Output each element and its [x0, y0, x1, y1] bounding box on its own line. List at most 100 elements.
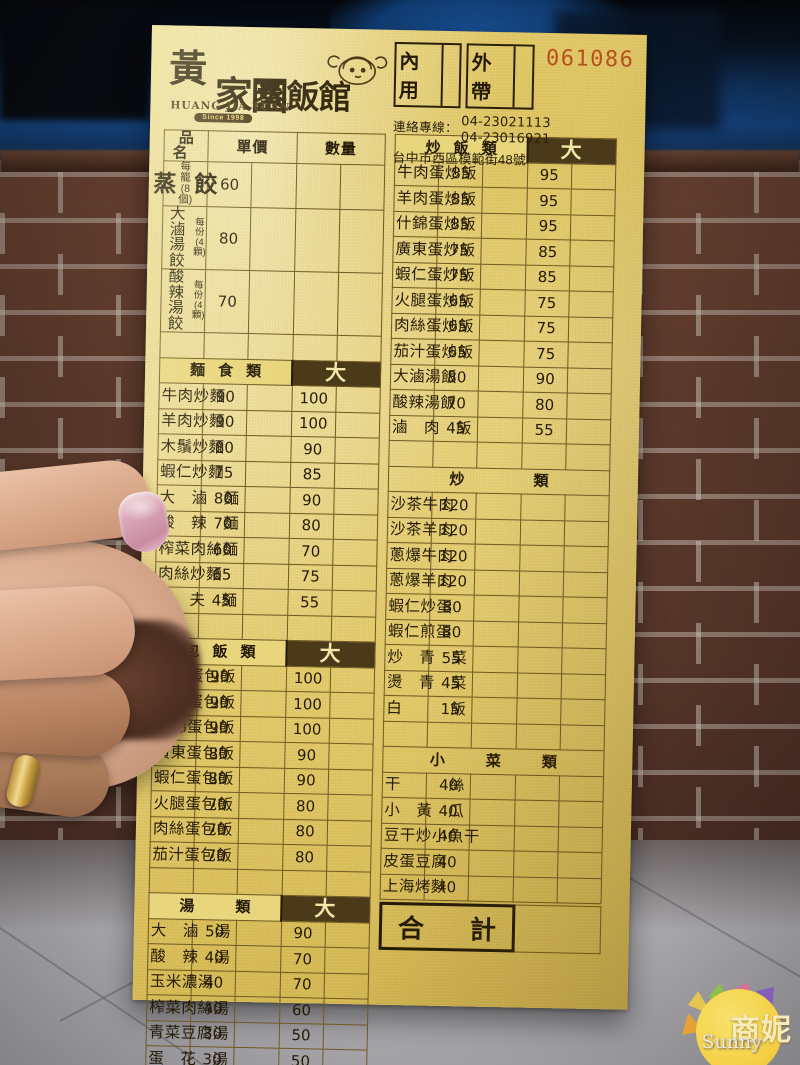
quantity-cell[interactable]: [238, 818, 284, 845]
quantity-cell[interactable]: [472, 671, 518, 698]
large-quantity-cell[interactable]: [327, 768, 373, 796]
quantity-cell[interactable]: [477, 416, 523, 444]
quantity-cell[interactable]: [247, 384, 292, 411]
large-quantity-cell[interactable]: [570, 188, 616, 216]
quantity-cell[interactable]: [245, 486, 290, 513]
quantity-cell[interactable]: [478, 365, 524, 393]
quantity-cell[interactable]: [246, 410, 292, 437]
large-quantity-cell[interactable]: [331, 590, 377, 617]
large-quantity-cell[interactable]: [564, 494, 610, 522]
quantity-cell[interactable]: [474, 569, 520, 597]
large-quantity-cell[interactable]: [338, 209, 384, 274]
large-quantity-cell[interactable]: [328, 717, 374, 745]
quantity-cell[interactable]: [235, 970, 281, 998]
large-quantity-cell[interactable]: [557, 851, 603, 879]
large-quantity-cell[interactable]: [558, 800, 604, 828]
large-quantity-cell[interactable]: [335, 411, 380, 439]
quantity-cell[interactable]: [473, 620, 519, 647]
quantity-cell[interactable]: [238, 843, 283, 870]
large-quantity-cell[interactable]: [568, 316, 613, 343]
large-quantity-cell[interactable]: [557, 826, 603, 853]
quantity-cell[interactable]: [481, 212, 527, 240]
large-quantity-cell[interactable]: [569, 239, 615, 267]
quantity-cell[interactable]: [468, 875, 514, 902]
quantity-cell[interactable]: [480, 263, 526, 291]
large-quantity-cell[interactable]: [322, 1023, 368, 1051]
take-out-tickbox[interactable]: [514, 46, 532, 107]
quantity-cell[interactable]: [244, 537, 289, 564]
dine-in-checkbox[interactable]: 內用: [393, 41, 462, 109]
quantity-cell[interactable]: [471, 697, 517, 724]
quantity-cell[interactable]: [236, 919, 282, 947]
menu-item-row[interactable]: 酸辣湯餃 每份 (4顆) 70: [160, 268, 383, 337]
large-quantity-cell[interactable]: [560, 698, 606, 726]
dine-in-tickbox[interactable]: [442, 45, 460, 106]
quantity-cell[interactable]: [235, 945, 281, 972]
large-quantity-cell[interactable]: [322, 1049, 368, 1065]
quantity-cell[interactable]: [234, 996, 280, 1023]
large-quantity-cell[interactable]: [569, 265, 614, 292]
large-quantity-cell[interactable]: [335, 386, 381, 413]
quantity-cell[interactable]: [251, 162, 297, 209]
quantity-cell[interactable]: [480, 289, 525, 316]
large-quantity-cell[interactable]: [568, 290, 614, 318]
large-quantity-cell[interactable]: [332, 539, 378, 566]
quantity-cell[interactable]: [475, 544, 520, 571]
large-quantity-cell[interactable]: [327, 794, 373, 821]
quantity-cell[interactable]: [478, 391, 523, 418]
large-quantity-cell[interactable]: [333, 488, 379, 515]
large-quantity-cell[interactable]: [334, 462, 379, 490]
quantity-cell[interactable]: [482, 187, 527, 214]
large-quantity-cell[interactable]: [560, 673, 606, 700]
quantity-cell[interactable]: [469, 799, 515, 826]
large-quantity-cell[interactable]: [339, 164, 385, 211]
large-quantity-cell[interactable]: [565, 418, 611, 445]
quantity-cell[interactable]: [476, 493, 521, 520]
large-quantity-cell[interactable]: [328, 743, 374, 770]
large-quantity-cell[interactable]: [566, 392, 612, 420]
large-quantity-cell[interactable]: [324, 947, 370, 974]
menu-item-row[interactable]: 蛋 花 湯 30 50: [145, 1045, 368, 1065]
quantity-cell[interactable]: [244, 512, 290, 539]
large-quantity-cell[interactable]: [567, 341, 613, 369]
quantity-cell[interactable]: [474, 595, 519, 622]
quantity-cell[interactable]: [246, 435, 291, 462]
large-quantity-cell[interactable]: [566, 367, 612, 394]
quantity-cell[interactable]: [243, 563, 289, 590]
large-quantity-cell[interactable]: [334, 437, 380, 464]
take-out-checkbox[interactable]: 外帶: [465, 43, 535, 110]
quantity-cell[interactable]: [250, 207, 296, 272]
large-quantity-cell[interactable]: [326, 819, 372, 847]
large-quantity-cell[interactable]: [562, 596, 608, 624]
menu-item-row[interactable]: 蒸每籠 (8個) 餃 60: [153, 161, 385, 211]
large-quantity-cell[interactable]: [329, 692, 375, 719]
quantity-cell[interactable]: [233, 1047, 279, 1065]
large-quantity-cell[interactable]: [556, 877, 602, 904]
quantity-cell[interactable]: [470, 773, 516, 800]
quantity-cell[interactable]: [468, 850, 514, 877]
large-quantity-cell[interactable]: [323, 998, 369, 1025]
quantity-cell[interactable]: [248, 270, 295, 335]
menu-item-row[interactable]: 大滷湯餃 每份 (4顆) 80: [161, 205, 384, 274]
large-quantity-cell[interactable]: [324, 921, 370, 949]
quantity-cell[interactable]: [479, 314, 525, 342]
total-value-field[interactable]: [514, 904, 602, 955]
quantity-cell[interactable]: [479, 340, 524, 367]
large-quantity-cell[interactable]: [561, 647, 607, 675]
quantity-cell[interactable]: [245, 461, 291, 488]
large-quantity-cell[interactable]: [570, 214, 615, 241]
menu-item-row[interactable]: 上海烤麩 40: [380, 873, 602, 904]
large-quantity-cell[interactable]: [558, 775, 604, 802]
quantity-cell[interactable]: [481, 238, 526, 265]
large-quantity-cell[interactable]: [563, 520, 609, 547]
large-quantity-cell[interactable]: [333, 513, 378, 541]
large-quantity-cell[interactable]: [329, 666, 375, 694]
quantity-cell[interactable]: [473, 646, 518, 673]
large-quantity-cell[interactable]: [331, 564, 377, 592]
large-quantity-cell[interactable]: [337, 272, 383, 337]
large-quantity-cell[interactable]: [323, 972, 369, 1000]
quantity-cell[interactable]: [475, 518, 521, 546]
large-quantity-cell[interactable]: [326, 845, 372, 872]
quantity-cell[interactable]: [234, 1021, 280, 1049]
large-quantity-cell[interactable]: [562, 571, 608, 598]
